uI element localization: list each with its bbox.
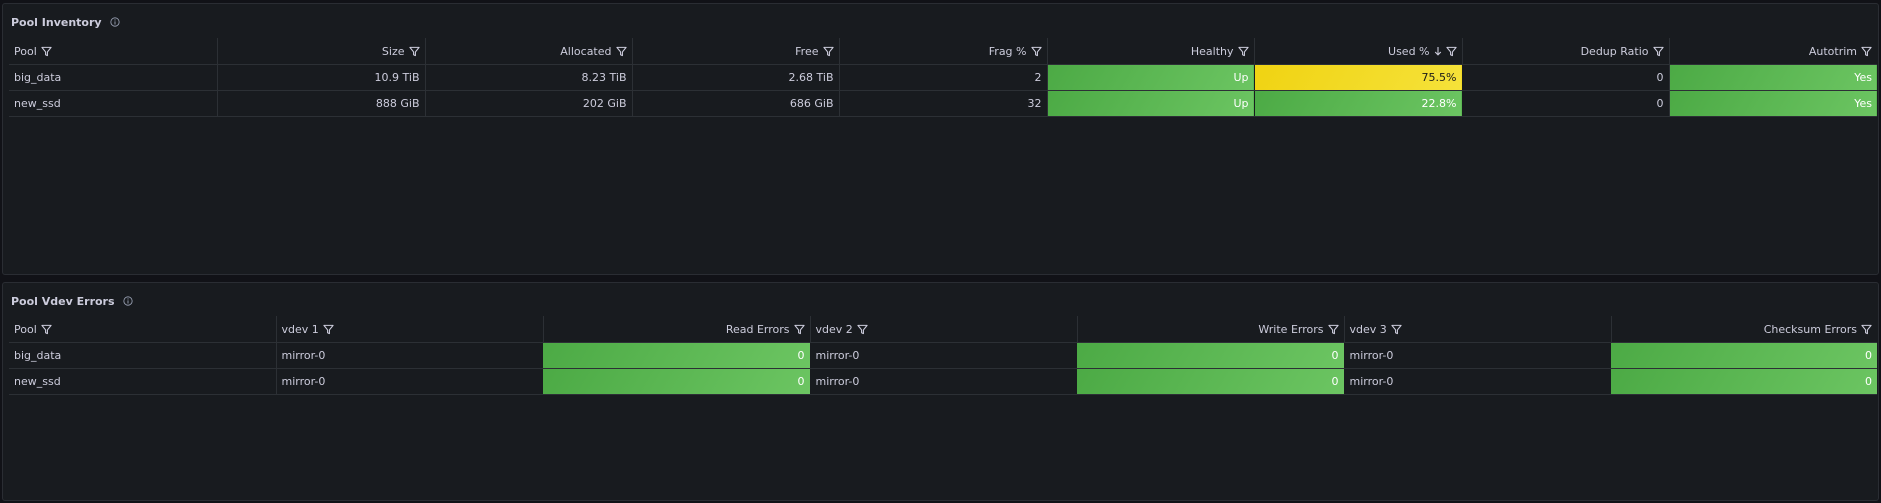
table-row: new_ssd mirror-0 0 mirror-0 0 mirror-0 0 bbox=[9, 368, 1877, 395]
filter-icon[interactable] bbox=[323, 324, 334, 335]
cell-pool: big_data bbox=[9, 64, 218, 91]
cell-vdev-1: mirror-0 bbox=[276, 342, 543, 369]
table-row: big_data mirror-0 0 mirror-0 0 mirror-0 … bbox=[9, 342, 1877, 369]
column-header-vdev-1[interactable]: vdev 1 bbox=[276, 316, 544, 343]
table-row: big_data 10.9 TiB 8.23 TiB 2.68 TiB 2 Up… bbox=[9, 64, 1877, 91]
pool-vdev-errors-table: Pool vdev 1 Read Errors vdev 2 Write Err… bbox=[9, 316, 1877, 395]
column-header-used[interactable]: Used % bbox=[1254, 38, 1463, 65]
filter-icon[interactable] bbox=[1031, 46, 1042, 57]
filter-icon[interactable] bbox=[41, 46, 52, 57]
cell-write-errors: 0 bbox=[1077, 342, 1345, 369]
cell-pool: new_ssd bbox=[9, 90, 218, 117]
filter-icon[interactable] bbox=[857, 324, 868, 335]
column-header-vdev-2[interactable]: vdev 2 bbox=[810, 316, 1078, 343]
cell-size: 10.9 TiB bbox=[217, 64, 426, 91]
filter-icon[interactable] bbox=[1391, 324, 1402, 335]
table-row: new_ssd 888 GiB 202 GiB 686 GiB 32 Up 22… bbox=[9, 90, 1877, 117]
cell-size: 888 GiB bbox=[217, 90, 426, 117]
cell-autotrim: Yes bbox=[1669, 64, 1877, 91]
column-header-pool[interactable]: Pool bbox=[9, 38, 218, 65]
filter-icon[interactable] bbox=[1861, 46, 1872, 57]
panel-title: Pool Vdev Errors bbox=[11, 294, 115, 308]
cell-allocated: 8.23 TiB bbox=[425, 64, 633, 91]
cell-read-errors: 0 bbox=[543, 342, 811, 369]
cell-checksum-errors: 0 bbox=[1611, 368, 1877, 395]
cell-frag: 2 bbox=[839, 64, 1048, 91]
cell-vdev-2: mirror-0 bbox=[810, 342, 1077, 369]
filter-icon[interactable] bbox=[616, 46, 627, 57]
filter-icon[interactable] bbox=[1328, 324, 1339, 335]
filter-icon[interactable] bbox=[409, 46, 420, 57]
filter-icon[interactable] bbox=[1653, 46, 1664, 57]
cell-vdev-1: mirror-0 bbox=[276, 368, 543, 395]
column-header-healthy[interactable]: Healthy bbox=[1047, 38, 1255, 65]
cell-free: 2.68 TiB bbox=[632, 64, 840, 91]
column-header-free[interactable]: Free bbox=[632, 38, 840, 65]
table-header-row: Pool Size Allocated Free Frag % Healthy … bbox=[9, 38, 1877, 65]
cell-healthy: Up bbox=[1047, 90, 1255, 117]
sort-down-icon bbox=[1434, 47, 1441, 56]
filter-icon[interactable] bbox=[1446, 46, 1457, 57]
column-header-vdev-3[interactable]: vdev 3 bbox=[1344, 316, 1612, 343]
cell-vdev-2: mirror-0 bbox=[810, 368, 1077, 395]
cell-vdev-3: mirror-0 bbox=[1344, 368, 1611, 395]
info-icon[interactable] bbox=[122, 296, 133, 306]
filter-icon[interactable] bbox=[794, 324, 805, 335]
cell-write-errors: 0 bbox=[1077, 368, 1345, 395]
cell-pool: new_ssd bbox=[9, 368, 277, 395]
filter-icon[interactable] bbox=[1238, 46, 1249, 57]
panel-title: Pool Inventory bbox=[11, 15, 102, 29]
column-header-read-errors[interactable]: Read Errors bbox=[543, 316, 811, 343]
cell-healthy: Up bbox=[1047, 64, 1255, 91]
column-header-size[interactable]: Size bbox=[217, 38, 426, 65]
cell-vdev-3: mirror-0 bbox=[1344, 342, 1611, 369]
column-header-autotrim[interactable]: Autotrim bbox=[1669, 38, 1877, 65]
pool-vdev-errors-panel: Pool Vdev Errors Pool vdev 1 Read Errors… bbox=[2, 282, 1879, 501]
panel-title-wrap: Pool Vdev Errors bbox=[11, 293, 133, 309]
cell-free: 686 GiB bbox=[632, 90, 840, 117]
pool-inventory-panel: Pool Inventory Pool Size Allocated Free … bbox=[2, 3, 1879, 275]
filter-icon[interactable] bbox=[1861, 324, 1872, 335]
column-header-allocated[interactable]: Allocated bbox=[425, 38, 633, 65]
cell-used: 22.8% bbox=[1254, 90, 1463, 117]
filter-icon[interactable] bbox=[41, 324, 52, 335]
filter-icon[interactable] bbox=[823, 46, 834, 57]
cell-autotrim: Yes bbox=[1669, 90, 1877, 117]
cell-allocated: 202 GiB bbox=[425, 90, 633, 117]
column-header-pool[interactable]: Pool bbox=[9, 316, 277, 343]
cell-read-errors: 0 bbox=[543, 368, 811, 395]
column-header-write-errors[interactable]: Write Errors bbox=[1077, 316, 1345, 343]
cell-checksum-errors: 0 bbox=[1611, 342, 1877, 369]
cell-frag: 32 bbox=[839, 90, 1048, 117]
panel-title-wrap: Pool Inventory bbox=[11, 14, 120, 30]
cell-used: 75.5% bbox=[1254, 64, 1463, 91]
cell-dedup-ratio: 0 bbox=[1462, 64, 1670, 91]
info-icon[interactable] bbox=[109, 17, 120, 27]
pool-inventory-table: Pool Size Allocated Free Frag % Healthy … bbox=[9, 38, 1877, 117]
column-header-dedup-ratio[interactable]: Dedup Ratio bbox=[1462, 38, 1670, 65]
cell-pool: big_data bbox=[9, 342, 277, 369]
table-header-row: Pool vdev 1 Read Errors vdev 2 Write Err… bbox=[9, 316, 1877, 343]
cell-dedup-ratio: 0 bbox=[1462, 90, 1670, 117]
column-header-frag[interactable]: Frag % bbox=[839, 38, 1048, 65]
column-header-checksum-errors[interactable]: Checksum Errors bbox=[1611, 316, 1877, 343]
